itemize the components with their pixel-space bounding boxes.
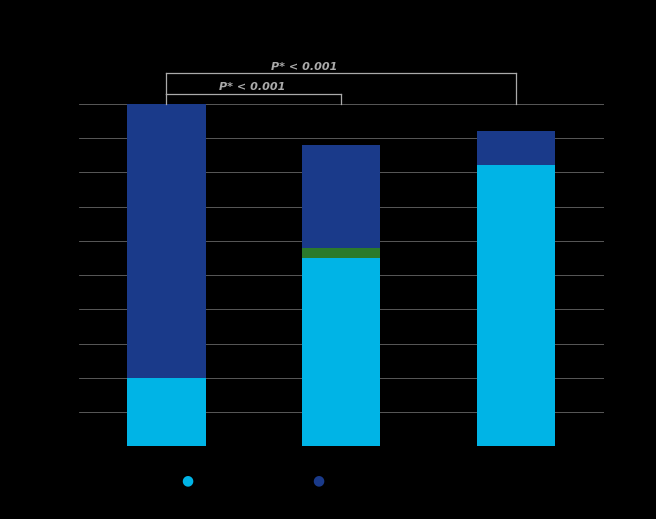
Bar — [302, 258, 380, 446]
Bar — [127, 104, 205, 378]
Bar — [302, 248, 380, 258]
Bar — [127, 378, 205, 446]
Bar — [477, 131, 556, 166]
Text: ●: ● — [312, 473, 324, 487]
Bar — [477, 166, 556, 446]
Text: P* < 0.001: P* < 0.001 — [271, 62, 338, 72]
Text: P* < 0.001: P* < 0.001 — [218, 82, 285, 92]
Text: ●: ● — [181, 473, 193, 487]
Bar — [302, 145, 380, 248]
